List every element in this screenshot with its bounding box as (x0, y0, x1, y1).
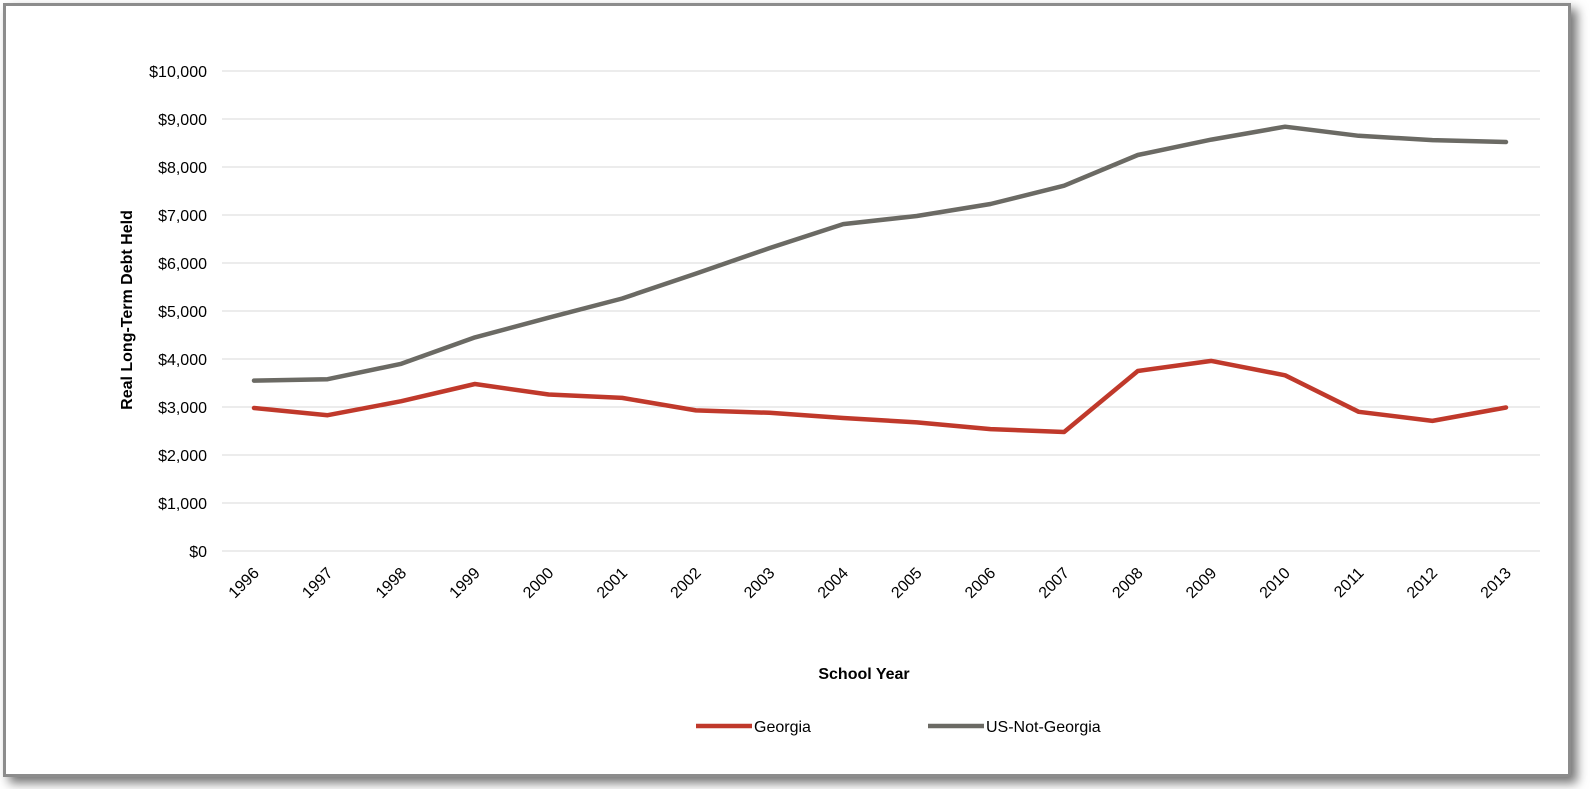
y-axis-ticks: $0 $1,000 $2,000 $3,000 $4,000 $5,000 $6,000 $7… (149, 64, 207, 561)
x-tick-label: 1997 (299, 565, 336, 602)
legend: Georgia US-Not-Georgia (696, 719, 1101, 736)
x-tick-label: 1998 (373, 565, 410, 602)
legend-label: US-Not-Georgia (986, 719, 1101, 736)
x-tick-label: 2001 (594, 565, 631, 602)
x-tick-label: 2011 (1331, 565, 1367, 601)
x-tick-label: 2005 (888, 565, 925, 602)
x-axis-title: School Year (818, 666, 909, 683)
y-tick-label: $6,000 (158, 256, 207, 273)
y-tick-label: $0 (189, 544, 207, 561)
y-tick-label: $7,000 (158, 208, 207, 225)
x-tick-label: 2009 (1183, 565, 1220, 602)
y-tick-label: $8,000 (158, 160, 207, 177)
y-tick-label: $1,000 (158, 496, 207, 513)
series-lines (251, 124, 1509, 435)
series-line-georgia (251, 358, 1509, 435)
x-tick-label: 1996 (226, 565, 263, 602)
y-tick-label: $10,000 (149, 64, 207, 81)
x-tick-label: 2007 (1036, 565, 1073, 602)
x-tick-label: 2003 (741, 565, 778, 602)
y-axis-title: Real Long-Term Debt Held (119, 210, 136, 410)
x-tick-label: 2008 (1109, 565, 1146, 602)
y-tick-label: $4,000 (158, 352, 207, 369)
series-line-us-not-georgia (251, 124, 1509, 383)
y-tick-label: $3,000 (158, 400, 207, 417)
x-tick-label: 2006 (962, 565, 999, 602)
x-tick-label: 2012 (1404, 565, 1441, 602)
x-tick-label: 2010 (1257, 565, 1294, 602)
y-tick-label: $5,000 (158, 304, 207, 321)
x-tick-label: 2000 (520, 565, 557, 602)
gridlines (222, 70, 1540, 552)
x-axis-ticks: 1996 1997 1998 1999 2000 2001 2002 2003 2004 2005… (226, 565, 1515, 602)
y-tick-label: $2,000 (158, 448, 207, 465)
x-tick-label: 2013 (1478, 565, 1515, 602)
legend-label: Georgia (754, 719, 811, 736)
x-tick-label: 1999 (447, 565, 484, 602)
x-tick-label: 2004 (815, 565, 852, 602)
y-tick-label: $9,000 (158, 112, 207, 129)
x-tick-label: 2002 (668, 565, 705, 602)
